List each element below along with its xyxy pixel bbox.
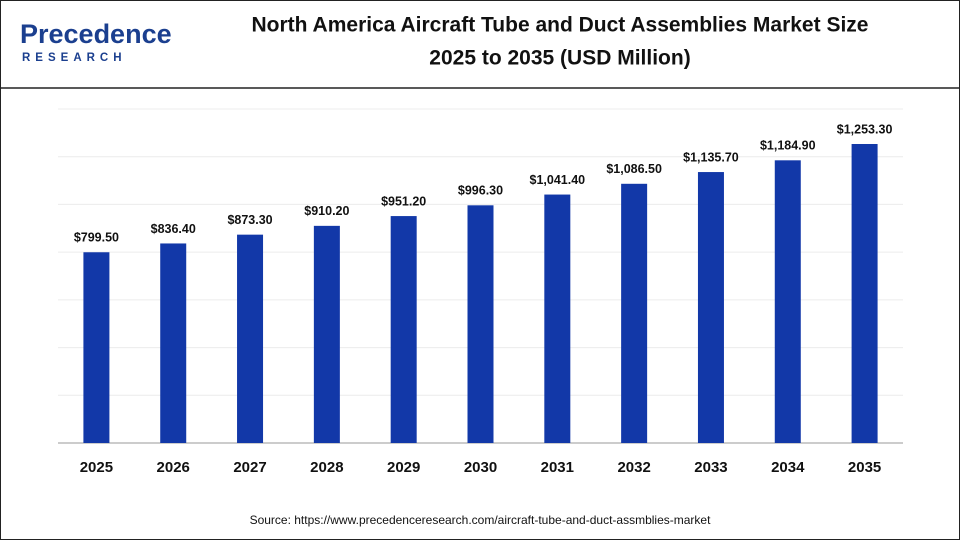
x-tick-label: 2029 (387, 459, 420, 476)
bar (237, 234, 264, 443)
value-label: $799.50 (74, 231, 119, 245)
bar (851, 143, 878, 444)
source: Source: https://www.precedenceresearch.c… (250, 513, 712, 527)
value-label: $910.20 (304, 204, 349, 218)
bar (83, 252, 110, 443)
chart-title: North America Aircraft Tube and Duct Ass… (252, 14, 869, 37)
value-label: $1,135.70 (683, 150, 739, 164)
x-tick-label: 2032 (617, 459, 650, 476)
x-tick-label: 2027 (233, 459, 266, 476)
logo: Precedence RESEARCH (20, 19, 172, 64)
x-tick-label: 2028 (310, 459, 343, 476)
logo-tagline: RESEARCH (22, 52, 127, 64)
logo-name: Precedence (20, 19, 172, 49)
x-tick-label: 2031 (541, 459, 574, 476)
bar (544, 194, 571, 443)
bar (621, 183, 648, 443)
value-label: $951.20 (381, 194, 426, 208)
value-label: $1,041.40 (530, 173, 586, 187)
x-tick-label: 2035 (848, 459, 881, 476)
value-label: $836.40 (151, 222, 196, 236)
x-tick-label: 2026 (157, 459, 190, 476)
x-tick-label: 2033 (694, 459, 727, 476)
x-tick-label: 2030 (464, 459, 497, 476)
bar (313, 225, 340, 443)
value-label: $1,253.30 (837, 122, 893, 136)
bar (774, 160, 801, 443)
x-tick-label: 2025 (80, 459, 113, 476)
chart-subtitle: 2025 to 2035 (USD Million) (429, 47, 690, 70)
value-label: $873.30 (227, 213, 272, 227)
value-label: $996.30 (458, 184, 503, 198)
x-tick-label: 2034 (771, 459, 805, 476)
bar (467, 205, 494, 443)
value-label: $1,184.90 (760, 139, 816, 153)
bar (160, 243, 187, 443)
bar (697, 172, 724, 443)
bar (390, 216, 417, 443)
value-label: $1,086.50 (606, 162, 662, 176)
